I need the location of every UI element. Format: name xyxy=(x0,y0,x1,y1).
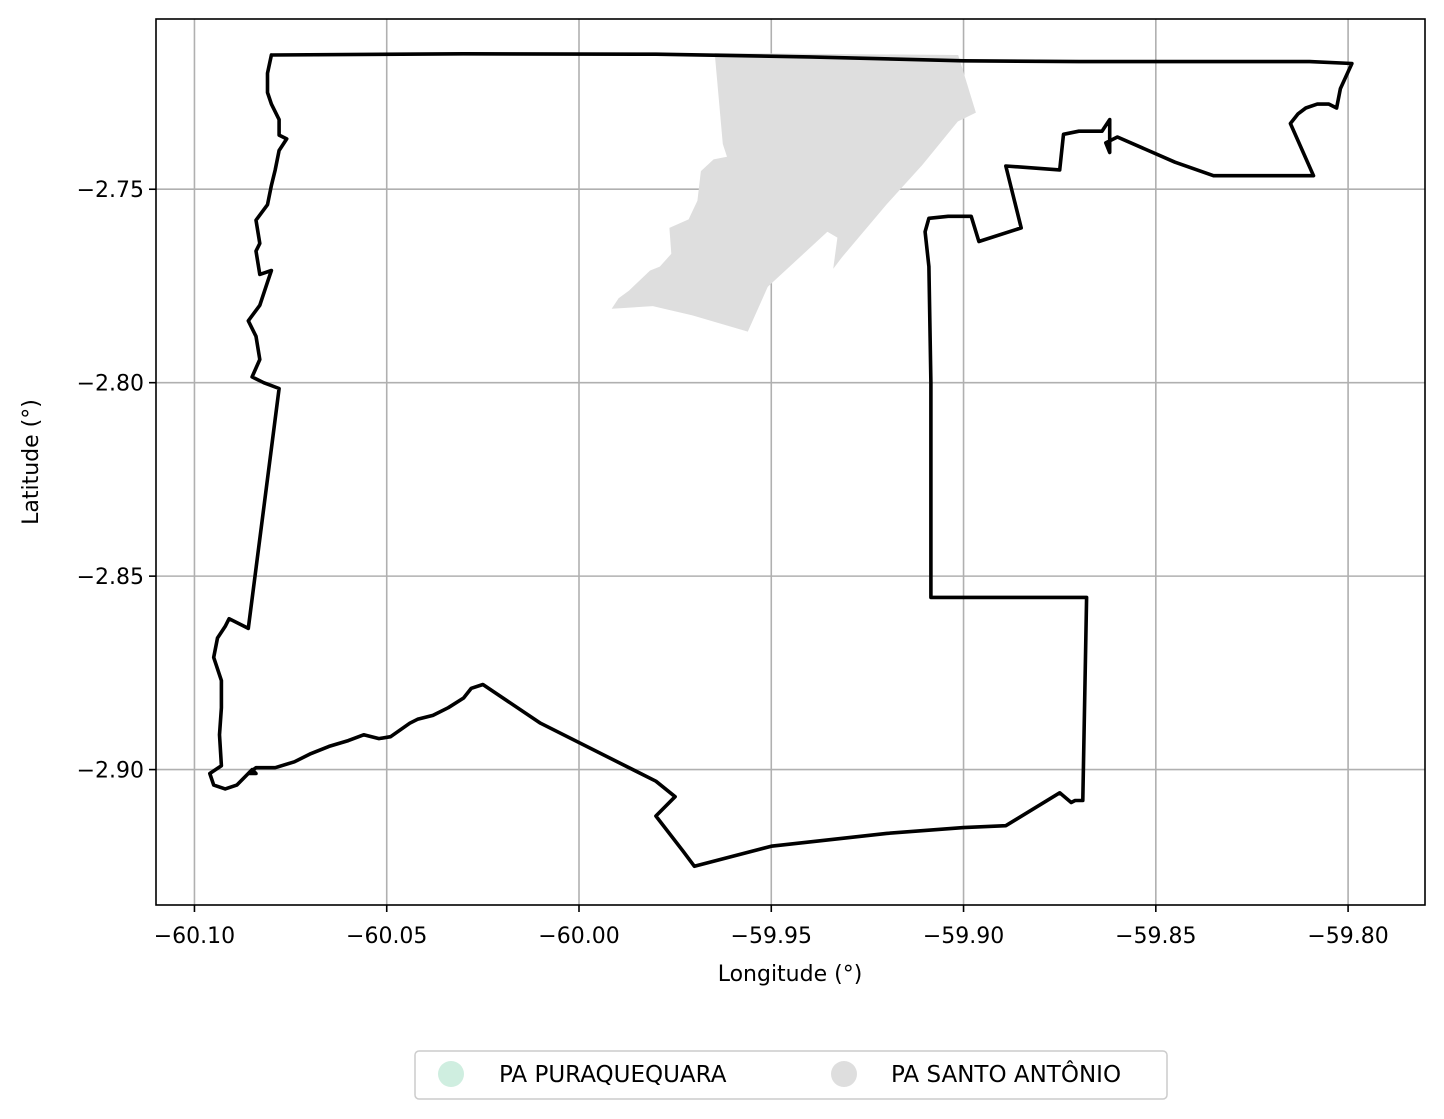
y-axis-label: Latitude (°) xyxy=(19,399,44,525)
y-tick-label-2: −2.85 xyxy=(77,565,144,590)
regions-layer xyxy=(611,53,976,332)
x-tick-label-2: −60.00 xyxy=(538,924,619,949)
y-tick-label-1: −2.80 xyxy=(77,372,144,397)
legend-label-pa-puraquequara: PA PURAQUEQUARA xyxy=(499,1062,727,1088)
region-polygon-0 xyxy=(611,53,976,332)
x-axis-label: Longitude (°) xyxy=(718,962,863,987)
axis-ticks: −60.10 −60.05 −60.00 −59.95 −59.90 −59.85 −59.… xyxy=(77,178,1389,949)
grid-lines xyxy=(156,19,1425,905)
x-tick-label-0: −60.10 xyxy=(154,924,235,949)
plot-frame xyxy=(155,18,1426,906)
x-tick-label-3: −59.95 xyxy=(731,924,812,949)
boundary-layer xyxy=(208,51,1354,869)
legend-marker-pa-puraquequara xyxy=(438,1061,464,1087)
boundary-outline xyxy=(208,51,1354,869)
x-tick-label-4: −59.90 xyxy=(923,924,1004,949)
y-tick-label-0: −2.75 xyxy=(77,178,144,203)
x-tick-label-6: −59.80 xyxy=(1307,924,1388,949)
legend: PA PURAQUEQUARA PA SANTO ANTÔNIO xyxy=(414,1050,1168,1100)
legend-marker-pa-santo-antonio xyxy=(831,1061,857,1087)
y-tick-label-3: −2.90 xyxy=(77,759,144,784)
legend-frame xyxy=(414,1050,1168,1100)
x-tick-label-1: −60.05 xyxy=(346,924,427,949)
x-tick-label-5: −59.85 xyxy=(1115,924,1196,949)
legend-label-pa-santo-antonio: PA SANTO ANTÔNIO xyxy=(891,1060,1121,1088)
